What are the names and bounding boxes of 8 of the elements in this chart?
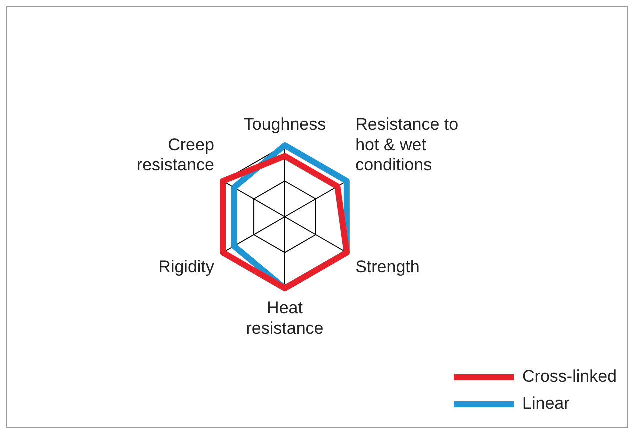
spoke-label: Toughness	[244, 114, 326, 134]
spoke-label: Heat resistance	[246, 298, 324, 338]
spoke-label: Resistance to hot & wet conditions	[356, 114, 459, 175]
legend-label: Linear	[522, 394, 570, 414]
legend-label: Cross-linked	[522, 367, 618, 386]
spoke-label: Rigidity	[158, 258, 215, 277]
spoke-label: Strength	[356, 258, 420, 277]
spoke-label: Creep resistance	[136, 135, 214, 175]
